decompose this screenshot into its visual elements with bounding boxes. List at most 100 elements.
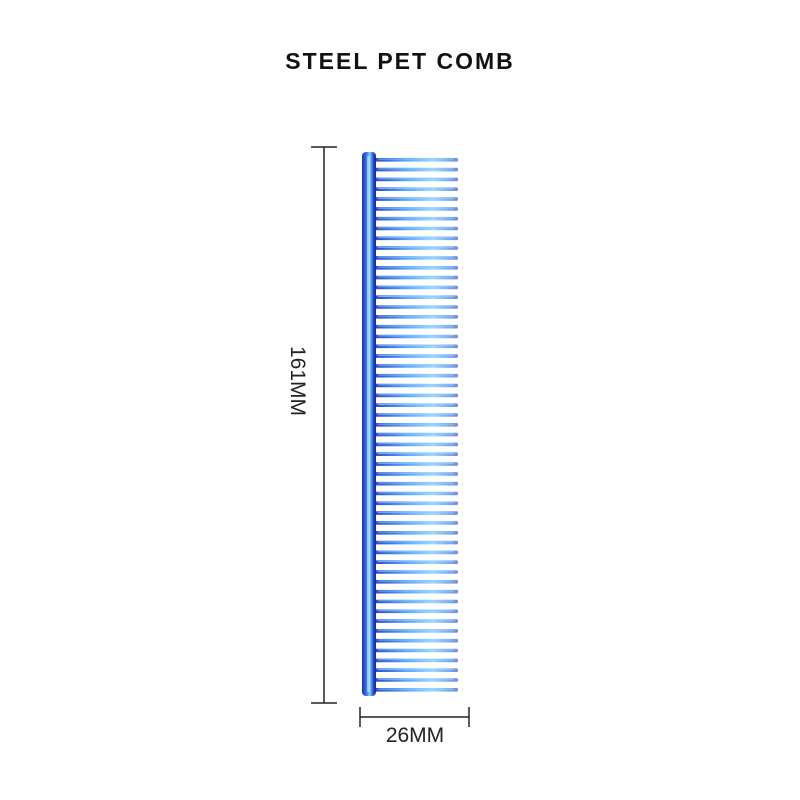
comb-tooth xyxy=(374,442,458,447)
width-dimension-line xyxy=(359,707,470,727)
comb-tooth-highlight xyxy=(378,394,454,396)
comb-tooth xyxy=(374,599,458,604)
comb-tooth xyxy=(374,589,458,594)
comb-tooth xyxy=(374,275,458,280)
comb-tooth-highlight xyxy=(378,188,454,189)
comb-tooth xyxy=(374,167,458,172)
comb-tooth-highlight xyxy=(378,462,454,464)
comb-tooth-highlight xyxy=(378,296,454,297)
comb-tooth xyxy=(374,570,458,574)
comb-tooth xyxy=(374,383,458,388)
comb-tooth xyxy=(374,413,458,417)
comb-tooth xyxy=(374,256,458,260)
comb-tooth xyxy=(374,609,458,614)
comb-tooth xyxy=(374,285,458,290)
comb-tooth xyxy=(374,452,458,456)
comb-tooth xyxy=(374,688,458,692)
comb-tooth xyxy=(374,638,458,643)
comb-tooth xyxy=(374,334,458,339)
comb-tooth-highlight xyxy=(378,551,454,553)
comb-tooth-highlight xyxy=(378,669,454,670)
comb-tooth-highlight xyxy=(378,482,454,484)
comb-tooth-highlight xyxy=(378,404,454,405)
comb-tooth xyxy=(374,550,458,555)
comb-tooth-highlight xyxy=(378,207,454,209)
comb-tooth-highlight xyxy=(378,325,454,327)
comb-tooth xyxy=(374,432,458,437)
comb-tooth xyxy=(374,658,458,663)
comb-tooth xyxy=(374,423,458,427)
comb-tooth xyxy=(374,481,458,486)
comb-tooth-highlight xyxy=(378,639,454,641)
comb-tooth-highlight xyxy=(378,492,454,494)
comb-tooth-highlight xyxy=(378,472,454,474)
comb-tooth xyxy=(374,295,458,299)
comb-tooth xyxy=(374,560,458,564)
comb-tooth xyxy=(374,393,458,398)
comb-tooth-highlight xyxy=(378,364,454,366)
comb-tooth-highlight xyxy=(378,384,454,386)
height-dimension-line xyxy=(311,146,337,704)
comb-tooth-highlight xyxy=(378,453,454,454)
comb-tooth xyxy=(374,266,458,270)
comb-tooth xyxy=(374,373,458,378)
comb-tooth xyxy=(374,403,458,407)
comb-tooth-highlight xyxy=(378,688,454,690)
comb-tooth-highlight xyxy=(378,217,454,219)
height-dimension-label: 161MM xyxy=(286,345,309,417)
width-dimension-label: 26MM xyxy=(385,724,445,747)
comb-tooth-highlight xyxy=(378,600,454,602)
comb-tooth-highlight xyxy=(378,541,454,543)
comb-tooth-highlight xyxy=(378,423,454,425)
page-title: STEEL PET COMB xyxy=(285,48,515,74)
comb-tooth xyxy=(374,629,458,633)
comb-tooth-highlight xyxy=(378,629,454,631)
comb-tooth xyxy=(374,619,458,623)
comb-tooth-highlight xyxy=(378,315,454,317)
comb-tooth-highlight xyxy=(378,305,454,307)
comb-tooth xyxy=(374,305,458,309)
comb-tooth-highlight xyxy=(378,561,454,562)
comb-tooth-highlight xyxy=(378,521,454,523)
comb-tooth-highlight xyxy=(378,413,454,415)
comb-tooth-highlight xyxy=(378,511,454,513)
comb-tooth-highlight xyxy=(378,678,454,680)
comb-tooth-highlight xyxy=(378,580,454,582)
comb-tooth xyxy=(374,315,458,319)
comb-tooth xyxy=(374,226,458,231)
comb-tooth xyxy=(374,197,458,201)
comb-tooth xyxy=(374,521,458,525)
comb-tooth-highlight xyxy=(378,570,454,572)
comb-tooth-highlight xyxy=(378,266,454,268)
comb-tooth-highlight xyxy=(378,178,454,180)
comb-tooth-highlight xyxy=(378,286,454,288)
comb-tooth xyxy=(374,364,458,368)
comb-tooth xyxy=(374,177,458,182)
comb-tooth-highlight xyxy=(378,649,454,651)
comb-tooth xyxy=(374,501,458,506)
comb-tooth-highlight xyxy=(378,345,454,347)
comb-tooth-highlight xyxy=(378,374,454,376)
comb-tooth-highlight xyxy=(378,335,454,337)
comb-tooth-highlight xyxy=(378,502,454,504)
comb-teeth xyxy=(374,158,458,692)
comb-tooth xyxy=(374,648,458,653)
comb-tooth xyxy=(374,354,458,358)
comb-tooth-highlight xyxy=(378,590,454,592)
comb-tooth xyxy=(374,462,458,466)
comb-tooth-highlight xyxy=(378,610,454,612)
comb-tooth xyxy=(374,580,458,584)
comb-tooth xyxy=(374,491,458,496)
comb-tooth-highlight xyxy=(378,246,454,248)
comb-tooth xyxy=(374,187,458,191)
comb-tooth xyxy=(374,158,458,162)
comb-tooth-highlight xyxy=(378,531,454,533)
comb-tooth-highlight xyxy=(378,619,454,621)
comb-tooth-highlight xyxy=(378,227,454,229)
comb-tooth xyxy=(374,472,458,476)
comb-tooth xyxy=(374,531,458,535)
comb-tooth-highlight xyxy=(378,659,454,661)
comb-tooth-highlight xyxy=(378,168,454,170)
